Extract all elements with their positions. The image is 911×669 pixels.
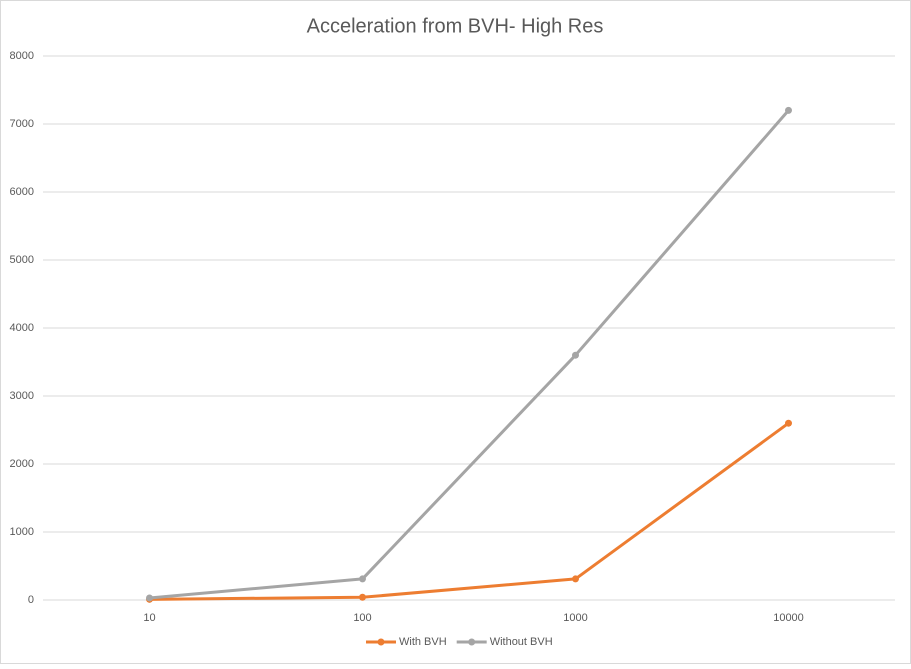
legend-marker (468, 638, 476, 646)
y-tick-label: 4000 (10, 322, 34, 334)
legend-label: Without BVH (490, 636, 553, 648)
data-point (359, 593, 366, 601)
legend-label: With BVH (399, 636, 447, 648)
y-tick-label: 3000 (10, 390, 34, 402)
x-tick-label: 100 (353, 612, 371, 624)
y-tick-label: 1000 (10, 526, 34, 538)
data-point (785, 419, 792, 427)
y-tick-label: 8000 (10, 50, 34, 62)
y-tick-label: 0 (28, 594, 34, 606)
x-tick-label: 1000 (563, 612, 587, 624)
series-line (149, 421, 790, 601)
y-tick-label: 2000 (10, 458, 34, 470)
legend-marker (377, 638, 385, 646)
series-line (149, 109, 790, 600)
chart-title: Acceleration from BVH- High Res (307, 15, 604, 37)
data-point (146, 594, 153, 602)
x-tick-label: 10 (143, 612, 155, 624)
y-tick-label: 7000 (10, 118, 34, 130)
data-point (785, 106, 792, 114)
data-point (572, 575, 579, 583)
data-point (572, 351, 579, 359)
y-tick-label: 6000 (10, 186, 34, 198)
y-tick-label: 5000 (10, 254, 34, 266)
x-tick-label: 10000 (773, 612, 804, 624)
data-point (359, 575, 366, 583)
